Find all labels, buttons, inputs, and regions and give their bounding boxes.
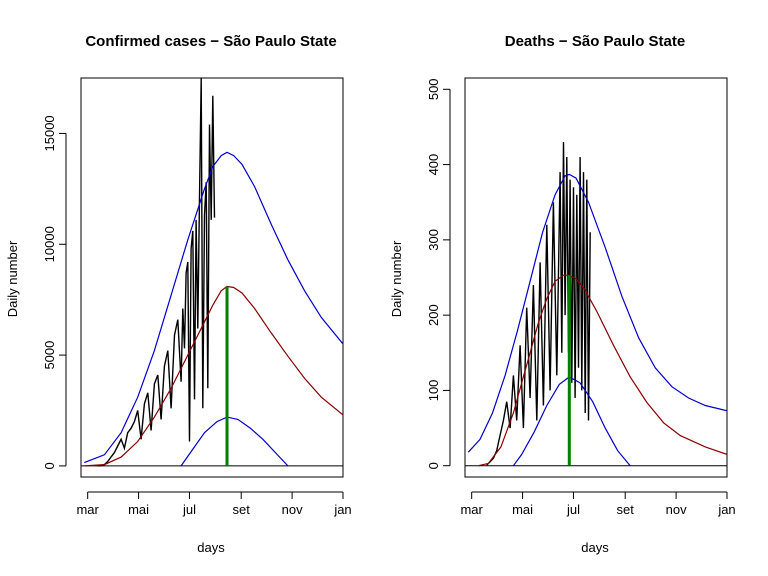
cases-fitted-curve bbox=[84, 285, 343, 467]
deaths-x-axis-label: days bbox=[581, 540, 609, 555]
cases-y-tick-label: 5000 bbox=[42, 341, 57, 370]
cases-y-tick-label: 0 bbox=[42, 462, 57, 469]
cases-observed-series-line bbox=[97, 78, 216, 467]
cases-x-tick-label: mai bbox=[128, 502, 149, 517]
cases-x-tick-label: jul bbox=[182, 502, 196, 517]
deaths-x-tick-label: jan bbox=[717, 502, 735, 517]
cases-x-tick-label: set bbox=[233, 502, 251, 517]
deaths-plot-frame bbox=[464, 77, 728, 478]
deaths-panel: Deaths − São Paulo State days Daily numb… bbox=[389, 33, 736, 555]
cases-panel: Confirmed cases − São Paulo State days D… bbox=[5, 33, 352, 555]
cases-x-tick-label: nov bbox=[282, 502, 303, 517]
cases-x-axis: mar mai jul set nov jan bbox=[76, 491, 352, 517]
deaths-y-axis-label: Daily number bbox=[389, 240, 404, 317]
cases-lower-bound-curve bbox=[180, 416, 289, 467]
deaths-x-tick-label: mai bbox=[512, 502, 533, 517]
deaths-x-tick-label: jul bbox=[566, 502, 580, 517]
deaths-y-tick-label: 500 bbox=[426, 78, 441, 100]
deaths-x-tick-label: mar bbox=[460, 502, 483, 517]
deaths-y-tick-label: 300 bbox=[426, 229, 441, 251]
cases-plot-frame bbox=[80, 77, 344, 478]
deaths-x-tick-label: set bbox=[617, 502, 635, 517]
deaths-chart-title: Deaths − São Paulo State bbox=[505, 33, 685, 50]
deaths-y-tick-label: 100 bbox=[426, 380, 441, 402]
cases-chart-title: Confirmed cases − São Paulo State bbox=[85, 33, 336, 50]
deaths-fitted-curve bbox=[478, 274, 727, 467]
cases-x-axis-label: days bbox=[197, 540, 225, 555]
deaths-x-tick-label: nov bbox=[666, 502, 687, 517]
deaths-y-tick-label: 0 bbox=[426, 462, 441, 469]
deaths-y-tick-label: 400 bbox=[426, 154, 441, 176]
cases-x-tick-label: mar bbox=[76, 502, 99, 517]
deaths-x-axis: mar mai jul set nov jan bbox=[460, 491, 736, 517]
cases-y-tick-label: 15000 bbox=[42, 115, 57, 151]
cases-plot-area bbox=[81, 78, 343, 467]
cases-y-axis: 0 5000 10000 15000 bbox=[42, 115, 67, 470]
cases-x-tick-label: jan bbox=[333, 502, 351, 517]
deaths-observed-series-line bbox=[486, 141, 591, 466]
deaths-y-axis: 0 100 200 300 400 500 bbox=[426, 78, 451, 469]
deaths-upper-bound-curve bbox=[467, 173, 727, 453]
cases-upper-bound-curve bbox=[84, 151, 343, 464]
deaths-y-tick-label: 200 bbox=[426, 304, 441, 326]
deaths-plot-area bbox=[465, 141, 727, 467]
cases-y-axis-label: Daily number bbox=[5, 240, 20, 317]
cases-y-tick-label: 10000 bbox=[42, 226, 57, 262]
